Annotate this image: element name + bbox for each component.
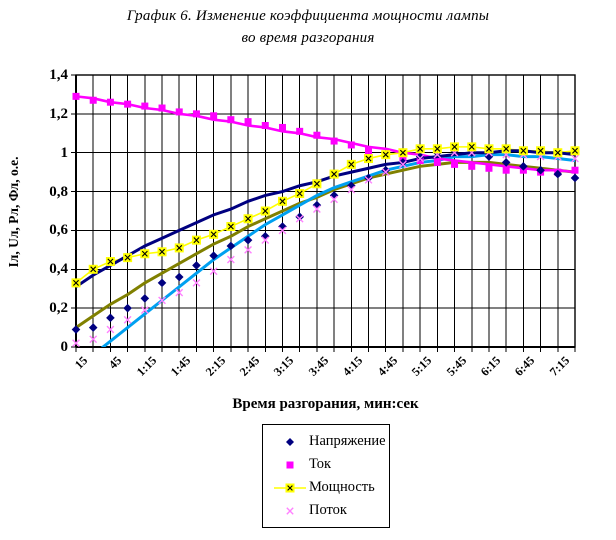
legend-label: Напряжение bbox=[309, 433, 386, 449]
y-axis-title: Iл, Uл, Pл, Фл, о.е. bbox=[6, 156, 21, 268]
data-point bbox=[157, 278, 167, 288]
data-point bbox=[502, 166, 510, 174]
data-point bbox=[365, 147, 373, 155]
data-point bbox=[286, 437, 294, 446]
data-point bbox=[140, 294, 150, 303]
data-point bbox=[261, 122, 269, 130]
trend-line-3 bbox=[100, 153, 575, 347]
data-point bbox=[71, 325, 81, 334]
data-point bbox=[313, 131, 321, 139]
x-square-marker-icon bbox=[271, 480, 309, 496]
data-point bbox=[278, 123, 286, 131]
data-point bbox=[295, 212, 304, 222]
legend-marker-glyph bbox=[286, 461, 294, 468]
y-tick-label: 0,2 bbox=[49, 300, 68, 317]
legend: Напряжение Ток Мощность Поток bbox=[262, 424, 390, 528]
trend-line-2 bbox=[76, 149, 575, 289]
data-point bbox=[484, 152, 494, 161]
data-point bbox=[415, 152, 425, 161]
legend-marker-glyph bbox=[286, 506, 294, 515]
data-point bbox=[329, 191, 339, 200]
trend-lines bbox=[76, 95, 575, 347]
y-tick-label: 1,2 bbox=[49, 105, 68, 122]
data-point bbox=[312, 200, 322, 210]
legend-item-moshchnost: Мощность bbox=[271, 476, 389, 499]
data-point bbox=[226, 241, 236, 251]
x-axis-title: Время разгорания, мин:сек bbox=[232, 396, 419, 412]
x-marker-icon bbox=[271, 503, 309, 519]
gridlines bbox=[75, 74, 576, 348]
legend-item-napryazhenie: Напряжение bbox=[271, 430, 389, 453]
data-point bbox=[210, 112, 218, 120]
y-tick-label: 0,4 bbox=[49, 261, 68, 278]
legend-marker-glyph bbox=[274, 483, 306, 492]
data-point bbox=[123, 303, 132, 313]
legend-item-potok: Поток bbox=[271, 499, 389, 522]
axis-ticks bbox=[71, 74, 576, 352]
data-point bbox=[106, 313, 115, 323]
data-point bbox=[174, 272, 184, 282]
series-line-moshchnost bbox=[76, 146, 575, 284]
data-point bbox=[296, 127, 304, 135]
data-point bbox=[347, 141, 355, 149]
data-point bbox=[451, 160, 459, 168]
legend-label: Мощность bbox=[309, 479, 375, 495]
data-point bbox=[209, 251, 218, 260]
data-point bbox=[433, 158, 441, 166]
data-point bbox=[158, 104, 166, 112]
legend-label: Ток bbox=[309, 456, 332, 472]
data-point bbox=[330, 137, 338, 145]
data-point bbox=[89, 96, 97, 104]
diamond-marker-icon bbox=[271, 434, 309, 450]
trend-line-1 bbox=[76, 95, 575, 174]
data-point bbox=[244, 118, 252, 126]
data-point bbox=[124, 100, 132, 108]
series-markers-napryazhenie bbox=[71, 146, 580, 334]
chart-title-line1: График 6. Изменение коэффициента мощност… bbox=[126, 8, 490, 24]
plot-area bbox=[71, 74, 580, 352]
data-point bbox=[106, 98, 114, 106]
data-point bbox=[468, 162, 476, 170]
y-tick-label: 0,8 bbox=[49, 183, 68, 200]
y-tick-label: 0,6 bbox=[49, 222, 68, 239]
legend-marker-glyph bbox=[286, 437, 294, 446]
data-point bbox=[88, 323, 98, 332]
data-point bbox=[485, 164, 493, 172]
data-point bbox=[72, 92, 80, 100]
y-tick-label: 1 bbox=[60, 144, 69, 161]
data-point bbox=[175, 108, 183, 116]
data-point bbox=[364, 173, 373, 183]
series-markers-moshchnost bbox=[71, 142, 580, 288]
series-markers-potok bbox=[72, 148, 579, 348]
data-point bbox=[553, 169, 563, 179]
plot-frame bbox=[75, 74, 576, 348]
data-point bbox=[192, 110, 200, 118]
data-point bbox=[570, 173, 580, 183]
y-tick-label: 1,4 bbox=[49, 67, 68, 83]
data-point bbox=[286, 461, 294, 468]
data-point bbox=[243, 235, 253, 245]
data-point bbox=[519, 162, 528, 171]
trend-line-0 bbox=[76, 160, 575, 330]
square-marker-icon bbox=[271, 457, 309, 473]
data-point bbox=[192, 261, 201, 270]
y-tick-label: 0 bbox=[60, 339, 69, 355]
legend-label: Поток bbox=[309, 502, 347, 518]
chart-title-line2: во время разгорания bbox=[241, 30, 375, 46]
data-point bbox=[571, 166, 579, 174]
legend-item-tok: Ток bbox=[271, 453, 389, 476]
data-point bbox=[278, 222, 287, 231]
data-point bbox=[141, 102, 149, 110]
data-point bbox=[227, 116, 235, 124]
